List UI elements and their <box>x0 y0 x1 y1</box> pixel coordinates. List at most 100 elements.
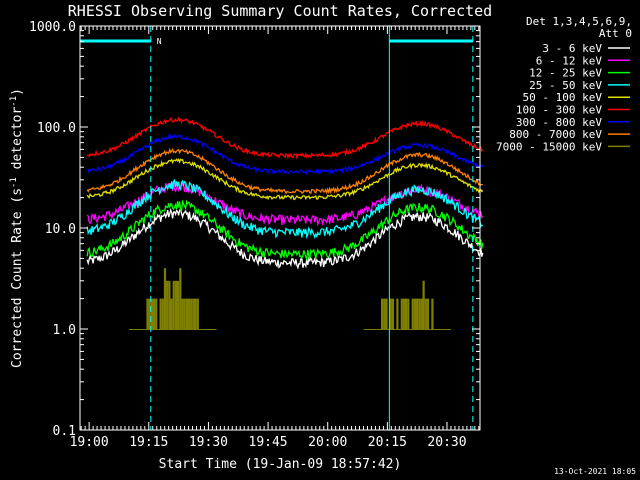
olive-block-0-1 <box>131 329 134 330</box>
olive-block-1-26 <box>420 298 423 330</box>
series-line-6 <box>87 133 484 176</box>
olive-block-1-38 <box>446 329 449 330</box>
olive-block-0-18 <box>168 280 171 330</box>
olive-block-1-21 <box>409 329 412 330</box>
x-tick-label-5: 20:15 <box>368 435 407 450</box>
y-tick-label-4: 1000.0 <box>29 20 76 35</box>
olive-block-1-25 <box>418 298 421 330</box>
olive-block-0-39 <box>214 329 217 330</box>
olive-block-0-34 <box>203 329 206 330</box>
olive-block-1-4 <box>372 329 375 330</box>
olive-block-1-36 <box>442 329 445 330</box>
olive-block-1-18 <box>402 298 406 330</box>
olive-block-0-26 <box>185 298 188 330</box>
series-line-7 <box>86 147 483 195</box>
legend-label-6: 300 - 800 keV <box>516 116 602 129</box>
olive-block-0-16 <box>163 268 167 330</box>
olive-block-1-20 <box>407 298 410 330</box>
legend-label-1: 6 - 12 keV <box>536 54 603 67</box>
legend-header-line-2: Att 0 <box>599 27 632 40</box>
olive-block-0-29 <box>192 298 195 330</box>
olive-block-1-30 <box>429 329 432 330</box>
olive-block-1-28 <box>424 298 427 330</box>
olive-block-0-6 <box>142 329 145 330</box>
olive-block-1-0 <box>363 329 366 330</box>
olive-block-1-6 <box>376 329 379 330</box>
olive-block-0-32 <box>198 329 202 330</box>
olive-block-0-8 <box>146 298 149 330</box>
olive-block-0-11 <box>153 298 156 330</box>
x-tick-label-4: 20:00 <box>308 435 347 450</box>
olive-block-1-33 <box>435 329 438 330</box>
olive-block-0-27 <box>188 298 191 330</box>
olive-block-0-36 <box>207 329 210 330</box>
olive-block-0-22 <box>177 280 180 330</box>
legend-label-4: 50 - 100 keV <box>523 91 603 104</box>
olive-block-1-32 <box>433 329 436 330</box>
olive-block-0-5 <box>139 329 142 330</box>
x-axis-label: Start Time (19-Jan-09 18:57:42) <box>159 457 402 472</box>
series-line-0 <box>86 207 484 270</box>
olive-block-1-15 <box>396 298 399 330</box>
olive-block-0-19 <box>170 298 173 330</box>
olive-block-0-4 <box>137 329 140 330</box>
olive-block-0-23 <box>179 268 182 330</box>
olive-block-0-21 <box>174 280 177 330</box>
olive-block-1-9 <box>383 298 386 330</box>
olive-block-1-11 <box>387 329 390 330</box>
chart-title: RHESSI Observing Summary Count Rates, Co… <box>68 2 492 20</box>
olive-block-1-17 <box>400 298 403 330</box>
y-tick-label-2: 10.0 <box>45 222 76 237</box>
olive-block-0-24 <box>181 298 184 330</box>
olive-block-1-23 <box>413 298 416 330</box>
legend-label-7: 800 - 7000 keV <box>509 128 602 141</box>
olive-block-1-1 <box>365 329 368 330</box>
x-tick-label-3: 19:45 <box>249 435 288 450</box>
legend-label-2: 12 - 25 keV <box>529 67 602 80</box>
olive-block-1-5 <box>374 329 377 330</box>
olive-block-1-3 <box>370 329 373 330</box>
olive-block-1-37 <box>444 329 447 330</box>
olive-block-0-33 <box>201 329 204 330</box>
olive-block-0-17 <box>166 280 169 330</box>
olive-block-1-13 <box>391 298 395 330</box>
olive-block-0-3 <box>135 329 138 330</box>
x-tick-label-0: 19:00 <box>70 435 109 450</box>
olive-block-0-31 <box>196 298 199 330</box>
olive-block-1-12 <box>389 298 392 330</box>
series-line-5 <box>87 116 484 160</box>
plot-area: N 0.1 1.0 10.0 100.0 1000.0 19:00 19:15 19:30 19:… <box>29 20 484 450</box>
olive-block-0-20 <box>172 280 175 330</box>
olive-block-1-35 <box>440 329 443 330</box>
olive-block-1-14 <box>394 329 397 330</box>
legend-label-5: 100 - 300 keV <box>516 104 602 117</box>
olive-block-0-13 <box>157 329 160 330</box>
olive-block-1-8 <box>381 298 384 330</box>
y-axis-label-text: Corrected Count Rate (s-1 detector-1) <box>9 88 25 368</box>
olive-block-0-15 <box>161 298 164 330</box>
series-line-4 <box>86 157 484 201</box>
olive-block-0-12 <box>155 298 158 330</box>
x-tick-label-6: 20:30 <box>427 435 466 450</box>
olive-block-1-10 <box>385 298 388 330</box>
olive-block-0-37 <box>209 329 212 330</box>
olive-block-0-30 <box>194 298 197 330</box>
y-axis-label: Corrected Count Rate (s-1 detector-1) <box>9 88 25 368</box>
olive-block-0-28 <box>190 298 193 330</box>
olive-block-0-0 <box>128 329 132 330</box>
y-tick-label-3: 100.0 <box>37 121 76 136</box>
legend-header-line-1: Det 1,3,4,5,6,9, <box>526 15 632 28</box>
y-tick-label-1: 1.0 <box>53 323 76 338</box>
olive-block-1-39 <box>448 329 451 330</box>
olive-block-0-9 <box>148 298 151 330</box>
olive-block-0-14 <box>159 298 162 330</box>
series-line-3 <box>86 178 484 240</box>
olive-block-1-2 <box>367 329 371 330</box>
olive-block-0-10 <box>150 298 153 330</box>
olive-block-1-7 <box>378 329 381 330</box>
x-tick-label-2: 19:30 <box>189 435 228 450</box>
legend-label-3: 25 - 50 keV <box>529 79 602 92</box>
legend-label-8: 7000 - 15000 keV <box>496 140 602 153</box>
